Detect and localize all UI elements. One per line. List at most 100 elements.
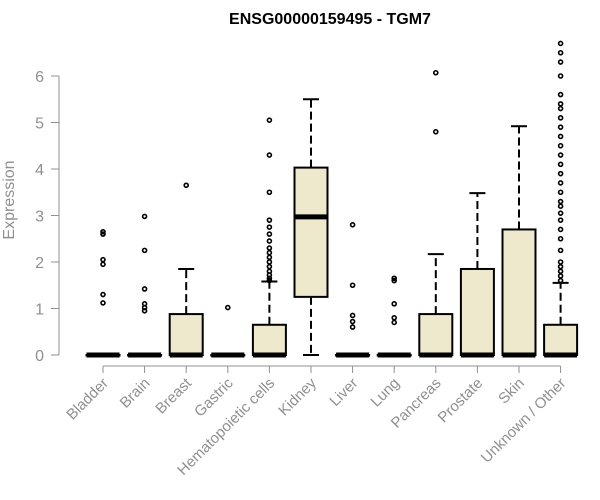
outlier-point — [266, 217, 273, 223]
outlier-point — [432, 69, 439, 76]
outlier-point — [266, 231, 273, 237]
outlier-point — [349, 222, 356, 228]
outlier-point — [349, 324, 356, 330]
outlier-point — [557, 133, 564, 140]
outlier-point — [349, 312, 356, 319]
outlier-point — [225, 304, 231, 311]
outlier-point — [100, 261, 106, 268]
outlier-point — [557, 170, 564, 177]
x-tick-label: Prostate — [435, 375, 487, 427]
box-bladder — [85, 228, 121, 358]
outlier-point — [391, 314, 398, 321]
outlier-point — [557, 142, 564, 149]
outlier-point — [141, 247, 148, 254]
outlier-point — [557, 273, 564, 279]
outlier-point — [557, 105, 564, 112]
outlier-point — [266, 254, 273, 261]
box-iqr — [251, 323, 287, 356]
outlier-point — [557, 40, 564, 47]
x-tick-label: Kidney — [275, 374, 320, 419]
outlier-point — [391, 277, 398, 284]
outlier-point — [100, 228, 106, 235]
y-tick-label: 0 — [35, 348, 44, 365]
outlier-point — [557, 277, 564, 284]
outlier-point — [100, 231, 106, 237]
box-iqr — [543, 323, 579, 356]
box-hematopoietic-cells — [251, 117, 287, 358]
x-tick-label: Bladder — [63, 375, 112, 424]
y-tick-label: 5 — [35, 116, 44, 133]
outlier-point — [391, 301, 398, 307]
outlier-point — [266, 238, 273, 244]
outlier-point — [557, 161, 564, 168]
x-tick-label: Breast — [152, 374, 195, 417]
box-iqr — [293, 166, 329, 298]
outlier-point — [557, 247, 564, 254]
x-tick-label: Liver — [326, 375, 361, 410]
outlier-point — [266, 268, 273, 275]
outlier-point — [349, 318, 356, 325]
y-tick-label: 1 — [35, 302, 44, 319]
box-skin — [501, 125, 537, 358]
box-unknown-other — [543, 40, 579, 358]
outlier-point — [100, 256, 106, 263]
box-prostate — [459, 192, 495, 358]
boxes — [85, 40, 579, 358]
x-tick-label: Brain — [117, 375, 154, 412]
outlier-point — [266, 189, 273, 196]
outlier-point — [557, 124, 564, 130]
box-gastric — [210, 304, 246, 358]
chart-title: ENSG00000159495 - TGM7 — [229, 11, 431, 28]
outlier-point — [141, 213, 148, 220]
outlier-point — [266, 224, 273, 230]
outlier-point — [141, 301, 148, 307]
outlier-point — [183, 182, 189, 189]
box-kidney — [293, 98, 329, 356]
outlier-point — [557, 203, 564, 209]
outlier-point — [100, 300, 106, 306]
outlier-point — [557, 259, 564, 265]
outlier-point — [557, 73, 564, 79]
box-lung — [376, 275, 412, 358]
box-iqr — [459, 267, 495, 357]
outlier-point — [557, 180, 564, 186]
outlier-point — [557, 210, 564, 216]
box-pancreas — [418, 69, 454, 358]
outlier-point — [557, 59, 564, 65]
y-axis-label: Expression — [1, 160, 18, 239]
outlier-point — [391, 319, 398, 326]
outlier-point — [141, 286, 148, 292]
outlier-point — [557, 101, 564, 107]
y-tick-label: 4 — [35, 162, 44, 179]
outlier-point — [557, 152, 564, 158]
y-axis: 0 1 2 3 4 5 6 — [35, 69, 60, 365]
x-tick-label: Lung — [367, 375, 403, 411]
x-tick-label: Skin — [495, 375, 528, 408]
outlier-point — [557, 268, 564, 275]
outlier-point — [432, 129, 439, 135]
outlier-point — [557, 263, 564, 270]
box-iqr — [418, 313, 454, 356]
outlier-point — [349, 282, 356, 289]
y-tick-label: 3 — [35, 209, 44, 226]
y-tick-label: 2 — [35, 255, 44, 272]
outlier-point — [266, 117, 273, 123]
outlier-point — [557, 235, 564, 242]
outlier-point — [557, 91, 564, 98]
outlier-point — [266, 245, 273, 251]
outlier-point — [557, 49, 564, 56]
outlier-point — [557, 115, 564, 121]
outlier-point — [557, 189, 564, 196]
outlier-point — [266, 277, 273, 284]
outlier-point — [557, 217, 564, 223]
outlier-point — [266, 263, 273, 270]
box-iqr — [501, 228, 537, 356]
box-breast — [168, 182, 204, 358]
box-iqr — [168, 313, 204, 356]
outlier-point — [100, 291, 106, 298]
box-liver — [335, 222, 371, 358]
y-tick-label: 6 — [35, 69, 44, 86]
outlier-point — [557, 198, 564, 205]
outlier-point — [266, 249, 273, 256]
